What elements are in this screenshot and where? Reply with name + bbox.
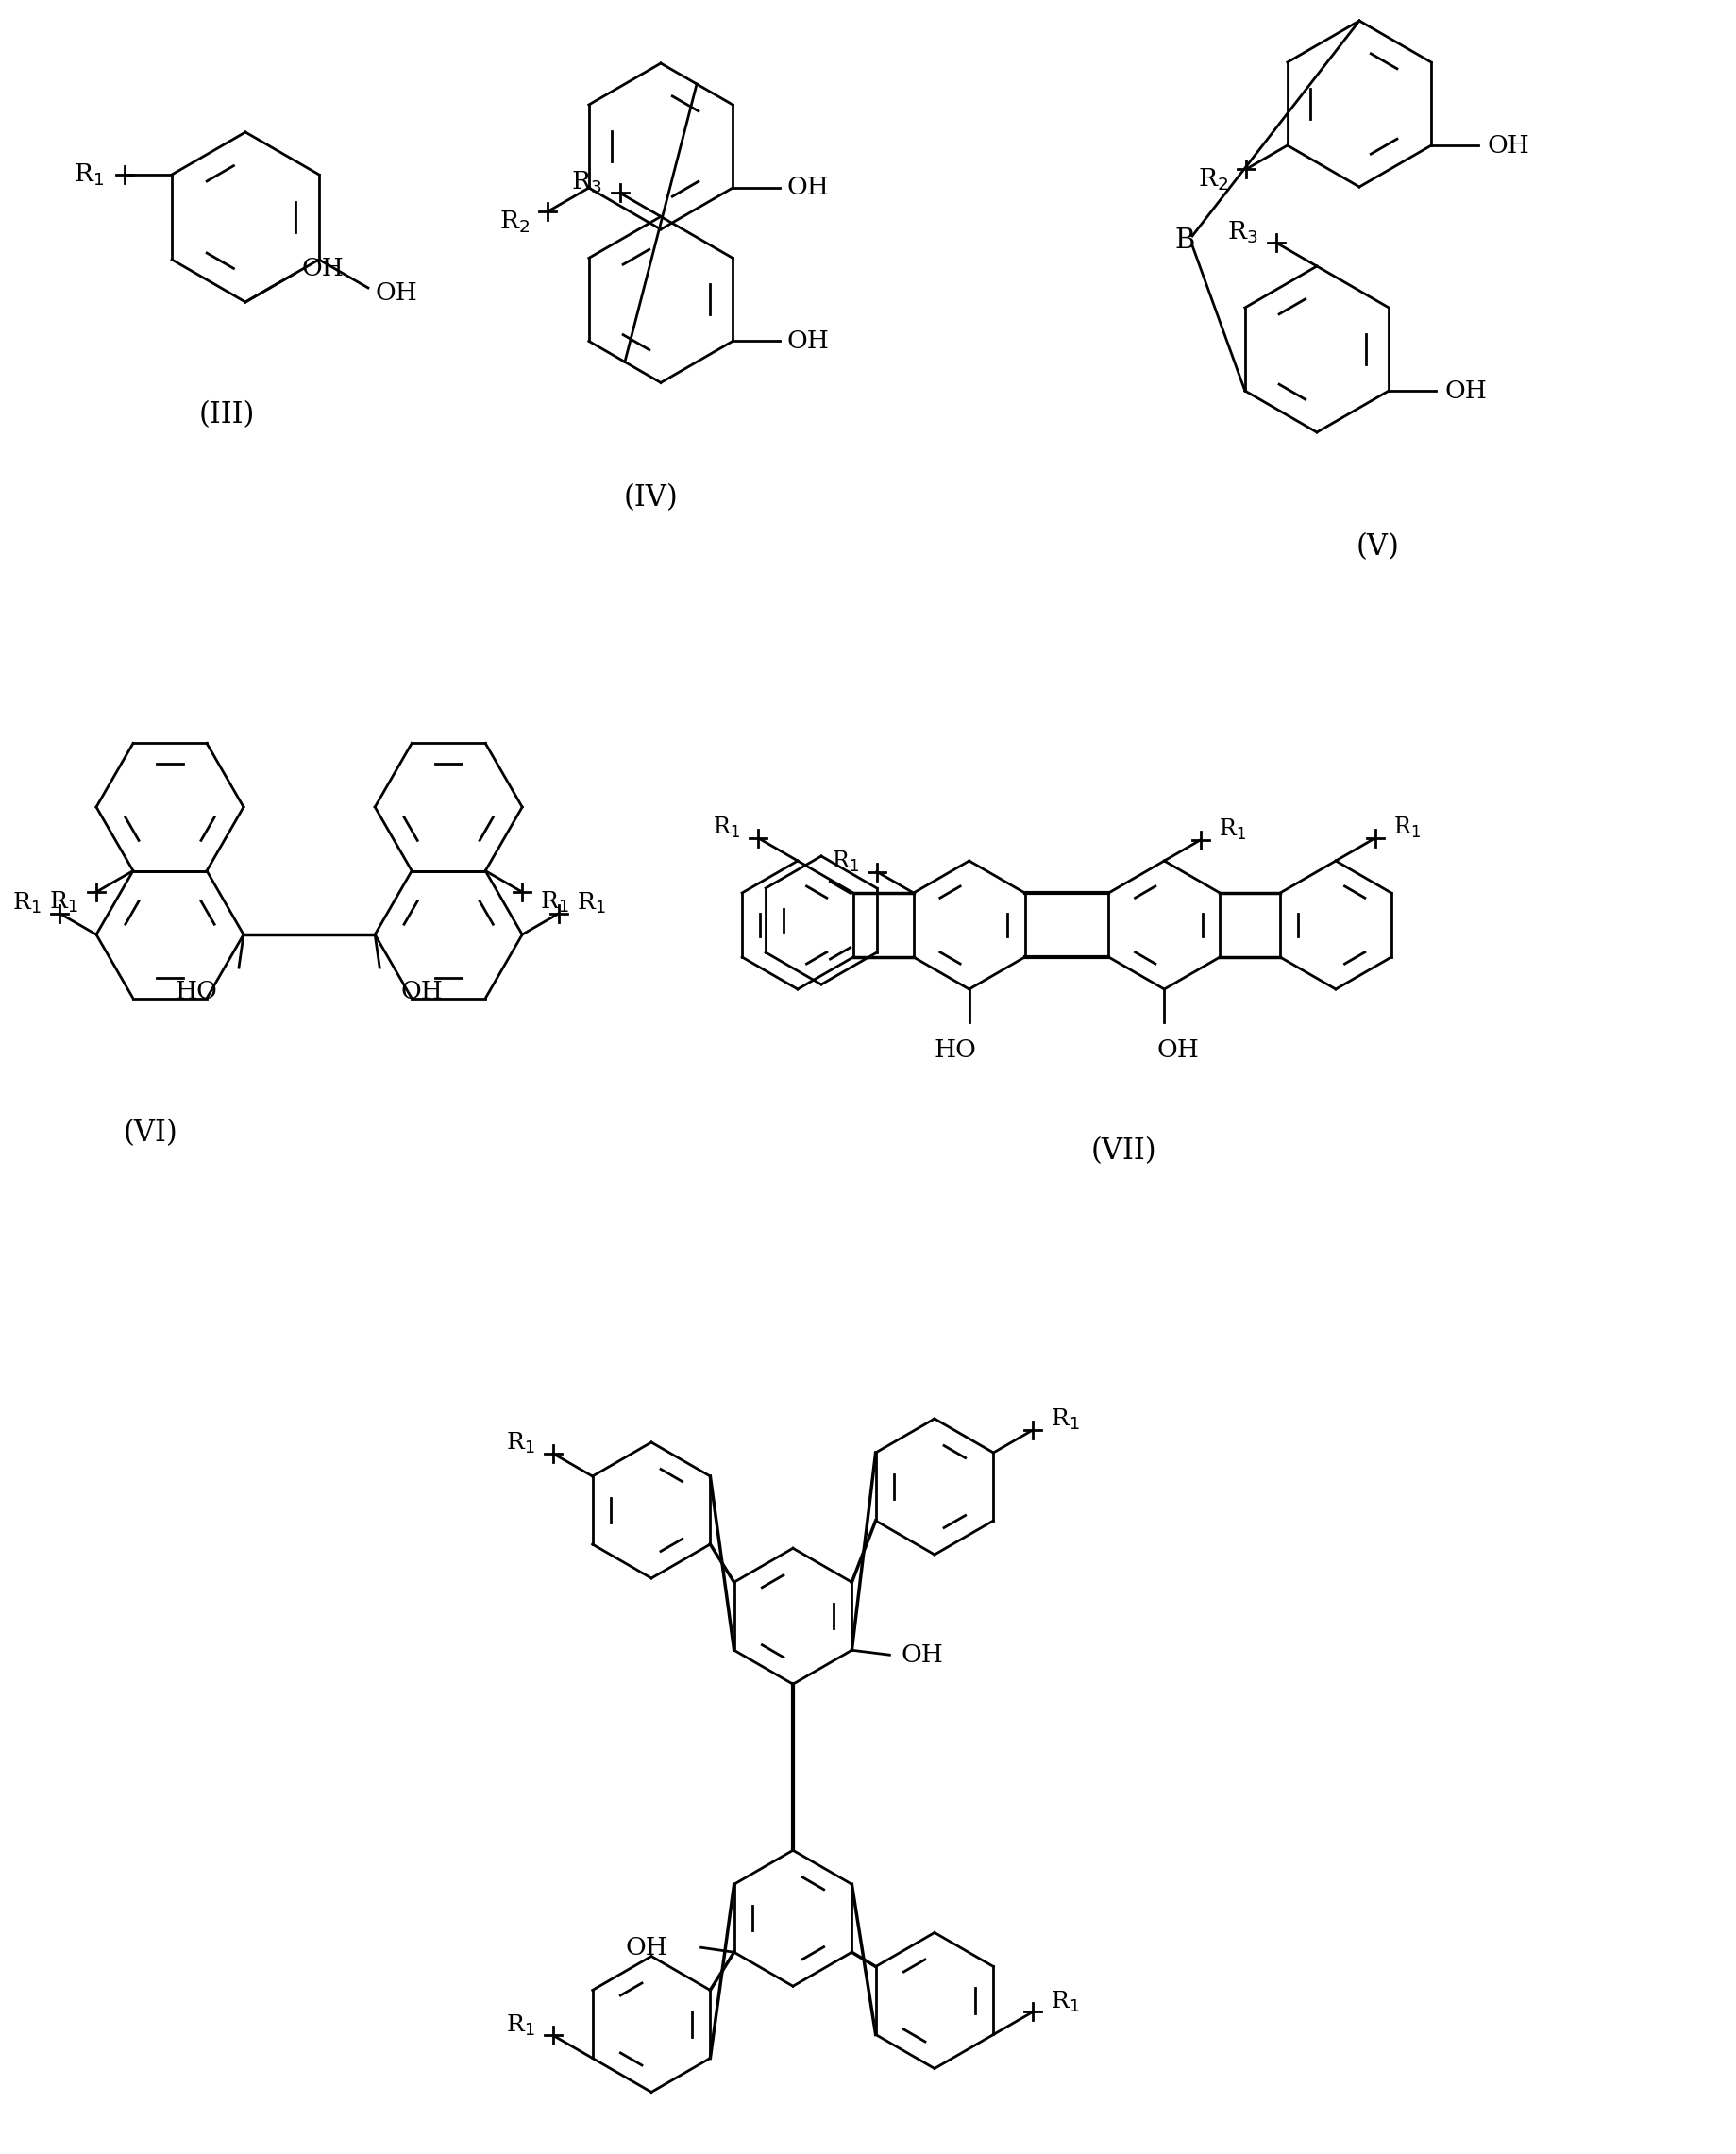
Text: R$_1$: R$_1$ (713, 816, 741, 840)
Text: OH: OH (625, 1936, 668, 1960)
Text: B: B (1175, 228, 1194, 254)
Text: (IV): (IV) (625, 482, 679, 513)
Text: R$_2$: R$_2$ (500, 209, 529, 235)
Text: R$_1$: R$_1$ (1219, 816, 1246, 842)
Text: HO: HO (175, 980, 217, 1004)
Text: OH: OH (302, 256, 344, 280)
Text: R$_1$: R$_1$ (540, 890, 569, 915)
Text: R$_3$: R$_3$ (1227, 220, 1259, 246)
Text: R$_1$: R$_1$ (507, 2012, 535, 2038)
Text: OH: OH (901, 1644, 944, 1667)
Text: OH: OH (1488, 134, 1529, 157)
Text: OH: OH (401, 980, 443, 1004)
Text: R$_3$: R$_3$ (571, 170, 602, 196)
Text: OH: OH (1444, 379, 1488, 403)
Text: (III): (III) (198, 401, 255, 431)
Text: R$_1$: R$_1$ (576, 890, 606, 915)
Text: OH: OH (786, 330, 830, 353)
Text: (V): (V) (1356, 532, 1399, 562)
Text: OH: OH (375, 280, 418, 304)
Text: (VII): (VII) (1090, 1137, 1156, 1165)
Text: R$_1$: R$_1$ (832, 849, 859, 875)
Text: OH: OH (786, 177, 830, 200)
Text: R$_1$: R$_1$ (1392, 816, 1420, 840)
Text: R$_1$: R$_1$ (49, 890, 78, 915)
Text: (VI): (VI) (123, 1118, 179, 1148)
Text: R$_1$: R$_1$ (73, 162, 104, 187)
Text: HO: HO (934, 1038, 976, 1062)
Text: R$_2$: R$_2$ (1198, 166, 1229, 192)
Text: R$_1$: R$_1$ (1050, 1988, 1080, 2014)
Text: R$_1$: R$_1$ (12, 890, 42, 915)
Text: R$_1$: R$_1$ (1050, 1407, 1080, 1432)
Text: R$_1$: R$_1$ (507, 1430, 535, 1456)
Text: OH: OH (1158, 1038, 1200, 1062)
